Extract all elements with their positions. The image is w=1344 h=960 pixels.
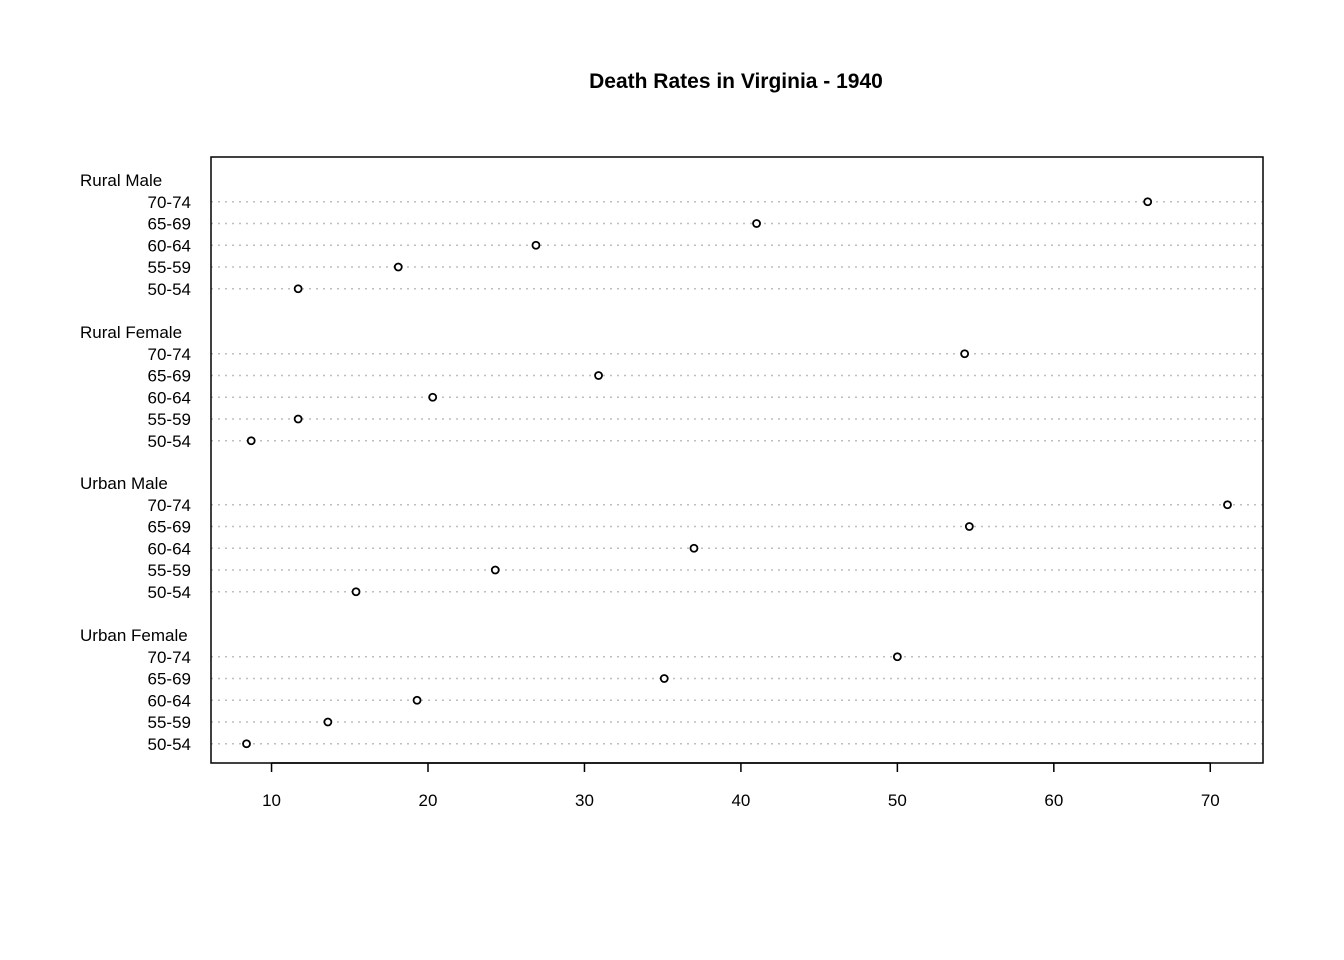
- data-point: [752, 219, 761, 228]
- category-label: 60-64: [148, 691, 191, 710]
- data-points: [242, 197, 1232, 749]
- category-label: 50-54: [148, 280, 191, 299]
- chart-title: Death Rates in Virginia - 1940: [589, 70, 883, 93]
- category-label: 50-54: [148, 735, 191, 754]
- x-tick-label: 30: [575, 791, 594, 810]
- category-label: 65-69: [148, 215, 191, 234]
- category-label: 55-59: [148, 713, 191, 732]
- category-label: 65-69: [148, 518, 191, 537]
- data-point: [393, 262, 403, 272]
- x-tick-label: 40: [731, 791, 750, 810]
- data-point: [351, 587, 361, 597]
- category-label: 60-64: [148, 539, 191, 558]
- data-point: [1223, 500, 1232, 510]
- data-point: [594, 371, 603, 380]
- category-label: 55-59: [148, 561, 191, 580]
- category-label: 60-64: [148, 388, 191, 407]
- category-label: 70-74: [148, 648, 191, 667]
- data-point: [960, 349, 970, 359]
- category-label: 70-74: [148, 193, 191, 212]
- plot-frame: [210, 156, 1264, 764]
- data-point: [293, 414, 303, 424]
- category-label: 50-54: [148, 432, 191, 451]
- data-point: [689, 543, 699, 553]
- x-tick-label: 60: [1044, 791, 1063, 810]
- data-point: [293, 284, 303, 294]
- group-label: Urban Female: [80, 626, 188, 645]
- x-tick-label: 50: [888, 791, 907, 810]
- data-point: [242, 739, 251, 749]
- data-point: [412, 695, 422, 705]
- group-label: Urban Male: [80, 474, 168, 493]
- category-label: 55-59: [148, 258, 191, 277]
- category-label: 60-64: [148, 236, 191, 255]
- grid-lines: [211, 201, 1263, 745]
- category-label: 65-69: [148, 670, 191, 689]
- x-tick-label: 20: [419, 791, 438, 810]
- category-label: 50-54: [148, 583, 191, 602]
- category-label: 70-74: [148, 496, 191, 515]
- data-point: [490, 565, 500, 575]
- data-point: [1143, 197, 1153, 207]
- category-label: 65-69: [148, 367, 191, 386]
- data-point: [323, 717, 333, 727]
- category-label: 70-74: [148, 345, 191, 364]
- data-point: [964, 522, 974, 531]
- data-point: [892, 652, 902, 662]
- x-axis: 10 20 30 40 50 60 70: [262, 762, 1220, 810]
- group-label: Rural Female: [80, 323, 182, 342]
- category-label: 55-59: [148, 410, 191, 429]
- data-point: [246, 436, 256, 446]
- data-point: [659, 674, 669, 683]
- x-tick-label: 10: [262, 791, 281, 810]
- data-point: [428, 392, 438, 402]
- category-labels: Rural Male 70-74 65-69 60-64 55-59 50-54 Rural…: [80, 171, 191, 754]
- data-point: [531, 240, 541, 250]
- x-tick-label: 70: [1201, 791, 1220, 810]
- group-label: Rural Male: [80, 171, 162, 190]
